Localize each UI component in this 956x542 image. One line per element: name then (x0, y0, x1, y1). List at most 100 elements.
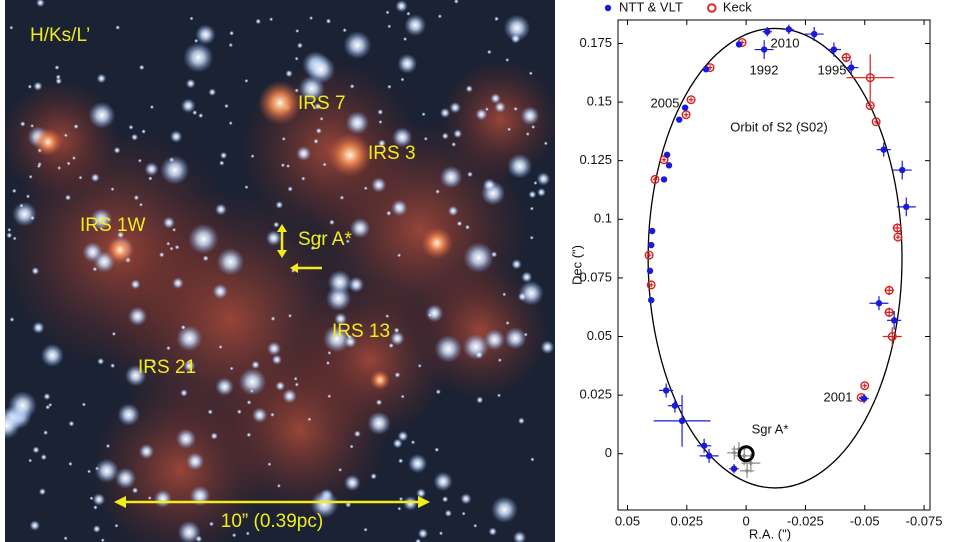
data-point (646, 280, 656, 290)
star (244, 78, 249, 83)
star (40, 454, 47, 461)
legend-entry: Keck (707, 0, 752, 14)
annotation: 2005 (651, 95, 680, 110)
nebula (210, 340, 390, 520)
star (484, 107, 489, 112)
star (94, 458, 119, 483)
star (267, 341, 282, 356)
data-point (875, 300, 883, 307)
star (117, 403, 140, 426)
star (68, 461, 73, 467)
star (510, 33, 521, 44)
star (73, 123, 79, 130)
star (219, 160, 225, 166)
star (504, 327, 527, 350)
x-tick-label: 0.025 (671, 513, 704, 528)
galactic-center-image (5, 0, 555, 542)
star (174, 244, 180, 250)
star (169, 130, 183, 143)
legend-entry: NTT & VLT (604, 0, 683, 14)
star (286, 164, 291, 169)
star (216, 247, 245, 276)
star (269, 17, 274, 22)
star (397, 506, 402, 511)
bright-star (370, 370, 390, 390)
data-point (700, 442, 708, 449)
star (377, 109, 384, 115)
legend-label: Keck (723, 0, 752, 14)
data-point (730, 465, 738, 472)
x-axis-label: R.A. (") (749, 526, 791, 541)
star (467, 171, 473, 178)
star (410, 440, 416, 445)
annotation: 2001 (824, 389, 853, 404)
star (476, 396, 484, 404)
star (329, 219, 335, 226)
data-point (648, 241, 655, 249)
star (457, 221, 462, 226)
star (245, 531, 250, 536)
star (287, 313, 293, 318)
star (453, 129, 463, 139)
star (348, 276, 365, 293)
star (536, 172, 551, 186)
y-tick-label: 0.1 (594, 211, 612, 226)
star (96, 73, 107, 84)
star (180, 389, 188, 397)
bright-star (106, 236, 134, 264)
arrows (114, 224, 430, 508)
star (417, 528, 429, 539)
data-point (865, 73, 875, 83)
star (421, 112, 426, 117)
star (43, 392, 51, 401)
star (397, 253, 402, 258)
star (281, 136, 286, 141)
star (214, 203, 227, 216)
data-point (663, 151, 671, 159)
star (390, 331, 405, 346)
star (435, 389, 441, 395)
star (220, 151, 228, 160)
data-point (702, 66, 710, 73)
star (207, 409, 213, 415)
star (29, 520, 41, 531)
data-point (681, 110, 691, 120)
x-tick-label: -0.05 (850, 513, 880, 528)
star (273, 221, 280, 228)
star (461, 511, 466, 516)
star (11, 188, 17, 194)
star (404, 14, 427, 37)
y-tick-label: 0.175 (579, 35, 612, 50)
star (363, 186, 368, 191)
star (131, 133, 139, 141)
star (195, 24, 216, 45)
annotation: 1995 (818, 62, 847, 77)
source-label: Sgr A* (298, 229, 352, 250)
data-point (892, 223, 902, 233)
data-point (890, 317, 898, 324)
data-point (764, 28, 771, 35)
data-point (686, 95, 696, 105)
star (319, 116, 324, 121)
star (434, 447, 440, 453)
star (344, 474, 361, 492)
star (375, 399, 383, 406)
star (28, 458, 33, 463)
data-point (662, 387, 670, 394)
star (282, 388, 297, 404)
y-axis-label: Dec (") (569, 245, 584, 285)
star (395, 0, 408, 13)
star (270, 316, 276, 321)
star (7, 227, 12, 232)
star (64, 194, 72, 201)
star (40, 343, 64, 368)
star (408, 453, 428, 474)
star (100, 538, 105, 542)
star (306, 54, 336, 84)
star (176, 325, 203, 352)
star (463, 242, 494, 273)
star (295, 28, 300, 33)
star (525, 132, 530, 137)
star (296, 42, 303, 49)
bright-star (421, 227, 453, 259)
